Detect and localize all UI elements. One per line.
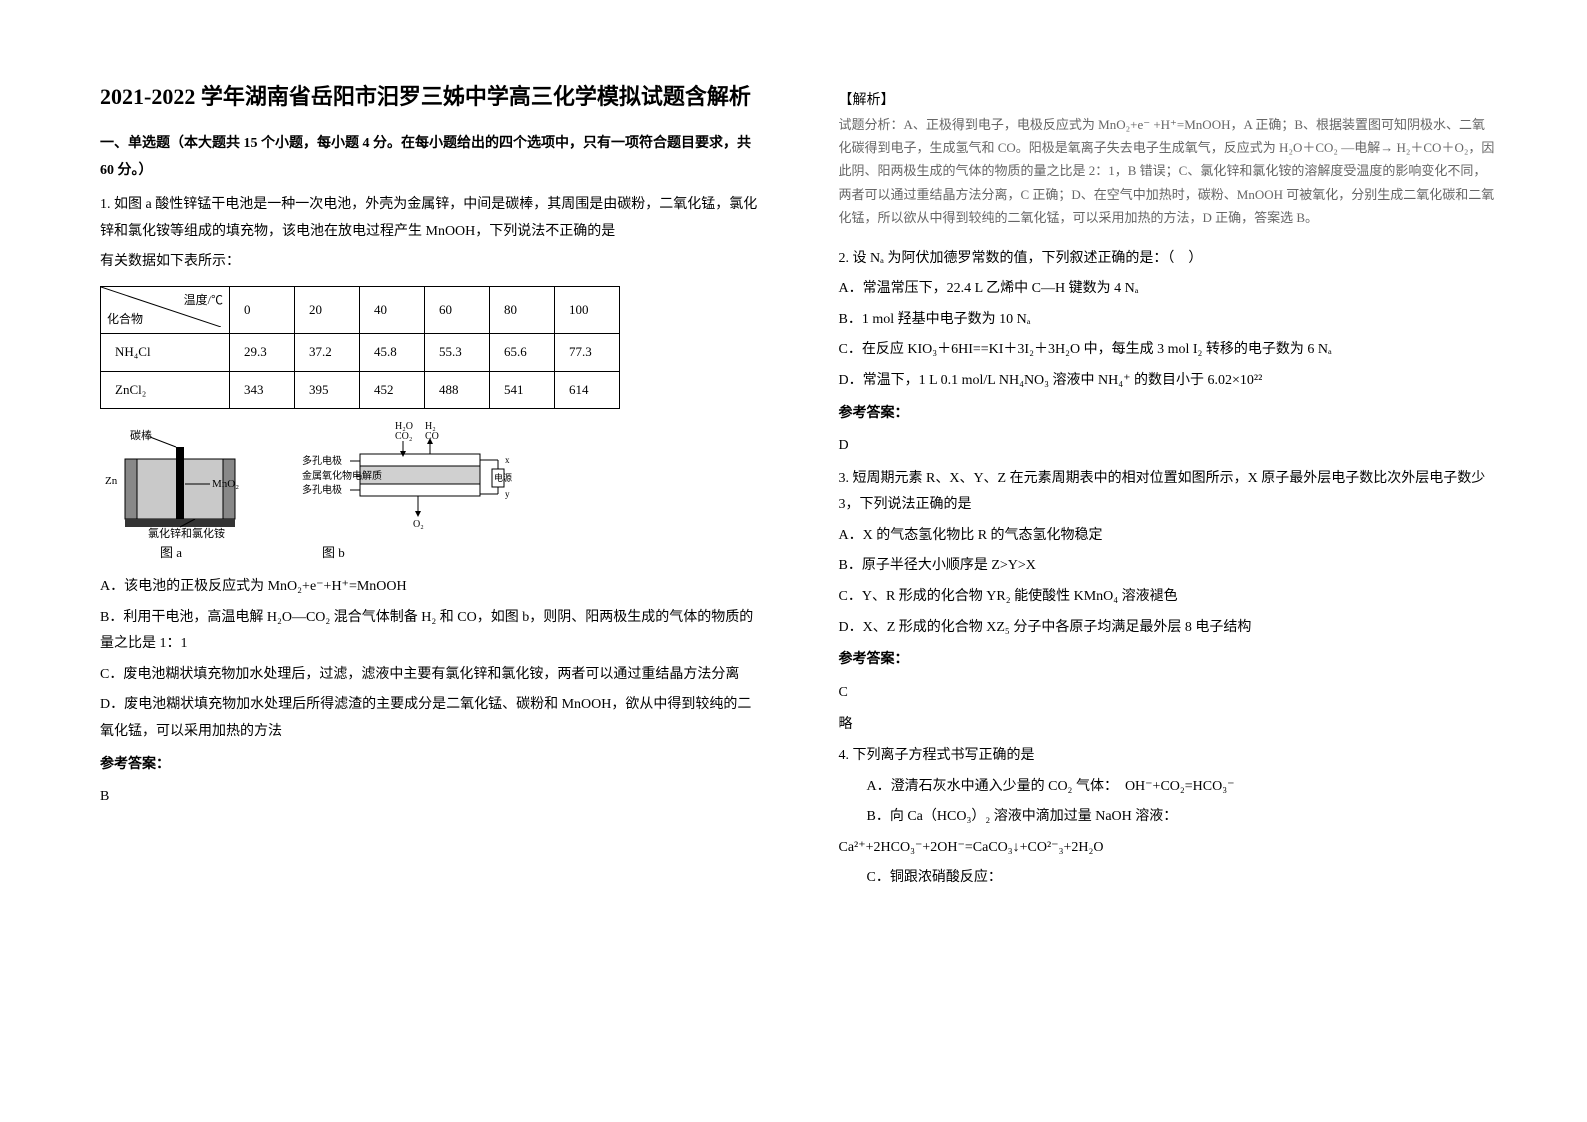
table-header-top: 温度/℃ — [184, 289, 223, 312]
svg-text:多孔电极: 多孔电极 — [302, 483, 342, 496]
fig-a-caption: 图 a — [160, 541, 182, 566]
q1-analysis: 试题分析：A、正极得到电子，电极反应式为 MnO₂+e⁻ +H⁺=MnOOH，A… — [839, 113, 1498, 230]
cell: 55.3 — [425, 333, 490, 371]
q3-opt-c: C．Y、R 形成的化合物 YR₂ 能使酸性 KMnO₄ 溶液褪色 — [839, 584, 1498, 611]
cell: 343 — [230, 371, 295, 409]
col-1: 20 — [295, 286, 360, 333]
svg-text:Zn: Zn — [105, 475, 118, 487]
q1-stem-1: 1. 如图 a 酸性锌锰干电池是一种一次电池，外壳为金属锌，中间是碳棒，其周围是… — [100, 192, 759, 245]
svg-text:金属氧化物电解质: 金属氧化物电解质 — [302, 469, 382, 482]
q4-opt-b-eq: Ca²⁺+2HCO₃⁻+2OH⁻=CaCO₃↓+CO²⁻₃+2H₂O — [839, 835, 1498, 862]
doc-title: 2021-2022 学年湖南省岳阳市汨罗三姊中学高三化学模拟试题含解析 — [100, 80, 759, 113]
svg-text:x: x — [505, 455, 510, 465]
cell: 614 — [555, 371, 620, 409]
svg-text:O₂: O₂ — [413, 519, 424, 530]
figure-a-battery-icon: 碳棒 Zn MnO₂ 氯化锌和氯化铵 — [100, 429, 270, 539]
q2-answer-label: 参考答案： — [839, 401, 1498, 428]
table-corner-cell: 温度/℃ 化合物 — [101, 286, 230, 333]
q1-answer: B — [100, 784, 759, 811]
q3-opt-a: A．X 的气态氢化物比 R 的气态氢化物稳定 — [839, 523, 1498, 550]
q3-opt-d: D．X、Z 形成的化合物 XZ₅ 分子中各原子均满足最外层 8 电子结构 — [839, 615, 1498, 642]
svg-text:电源: 电源 — [494, 472, 512, 483]
q3-omit: 略 — [839, 712, 1498, 739]
q4-opt-c: C．铜跟浓硝酸反应： — [839, 865, 1498, 892]
q3-answer-label: 参考答案： — [839, 647, 1498, 674]
svg-text:氯化锌和氯化铵: 氯化锌和氯化铵 — [148, 526, 225, 539]
q3-opt-b: B．原子半径大小顺序是 Z>Y>X — [839, 553, 1498, 580]
q1-opt-b: B．利用干电池，高温电解 H₂O—CO₂ 混合气体制备 H₂ 和 CO，如图 b… — [100, 605, 759, 658]
q3-answer: C — [839, 680, 1498, 707]
cell: 65.6 — [490, 333, 555, 371]
col-3: 60 — [425, 286, 490, 333]
cell: 488 — [425, 371, 490, 409]
svg-text:y: y — [505, 489, 510, 499]
col-2: 40 — [360, 286, 425, 333]
svg-text:碳棒: 碳棒 — [130, 429, 152, 442]
row0-label: NH₄Cl — [101, 333, 230, 371]
cell: 395 — [295, 371, 360, 409]
q2-opt-a: A．常温常压下，22.4 L 乙烯中 C—H 键数为 4 Nₐ — [839, 276, 1498, 303]
q2-stem: 2. 设 Nₐ 为阿伏加德罗常数的值，下列叙述正确的是：（ ） — [839, 246, 1498, 273]
q4-opt-b: B．向 Ca（HCO₃）₂ 溶液中滴加过量 NaOH 溶液： — [839, 804, 1498, 831]
q1-opt-c: C．废电池糊状填充物加水处理后，过滤，滤液中主要有氯化锌和氯化铵，两者可以通过重… — [100, 662, 759, 689]
col-4: 80 — [490, 286, 555, 333]
cell: 45.8 — [360, 333, 425, 371]
figure-b-electrolysis-icon: H₂O H₂ CO₂ CO 多孔电极 金属氧化物电解质 多孔电极 — [300, 419, 530, 539]
svg-text:CO: CO — [425, 431, 439, 442]
q4-opt-a: A．澄清石灰水中通入少量的 CO₂ 气体： OH⁻+CO₂=HCO₃⁻ — [839, 774, 1498, 801]
cell: 541 — [490, 371, 555, 409]
q1-stem-2: 有关数据如下表所示： — [100, 249, 759, 276]
q2-opt-c: C．在反应 KIO₃＋6HI==KI＋3I₂＋3H₂O 中，每生成 3 mol … — [839, 337, 1498, 364]
q1-opt-d: D．废电池糊状填充物加水处理后所得滤渣的主要成分是二氧化锰、碳粉和 MnOOH，… — [100, 692, 759, 745]
svg-text:多孔电极: 多孔电极 — [302, 454, 342, 467]
table-header-bottom: 化合物 — [107, 308, 143, 331]
section-heading: 一、单选题（本大题共 15 个小题，每小题 4 分。在每小题给出的四个选项中，只… — [100, 131, 759, 184]
col-5: 100 — [555, 286, 620, 333]
solubility-table: 温度/℃ 化合物 0 20 40 60 80 100 NH₄Cl 29.3 37… — [100, 286, 620, 409]
table-row: NH₄Cl 29.3 37.2 45.8 55.3 65.6 77.3 — [101, 333, 620, 371]
q4-stem: 4. 下列离子方程式书写正确的是 — [839, 743, 1498, 770]
q2-opt-d: D．常温下，1 L 0.1 mol/L NH₄NO₃ 溶液中 NH₄⁺ 的数目小… — [839, 368, 1498, 395]
q1-analysis-label: 【解析】 — [839, 86, 1498, 113]
cell: 29.3 — [230, 333, 295, 371]
q3-stem: 3. 短周期元素 R、X、Y、Z 在元素周期表中的相对位置如图所示，X 原子最外… — [839, 466, 1498, 519]
q2-opt-b: B．1 mol 羟基中电子数为 10 Nₐ — [839, 307, 1498, 334]
cell: 452 — [360, 371, 425, 409]
cell: 77.3 — [555, 333, 620, 371]
table-row: ZnCl₂ 343 395 452 488 541 614 — [101, 371, 620, 409]
fig-b-caption: 图 b — [322, 541, 345, 566]
cell: 37.2 — [295, 333, 360, 371]
q1-answer-label: 参考答案： — [100, 752, 759, 779]
col-0: 0 — [230, 286, 295, 333]
svg-text:CO₂: CO₂ — [395, 431, 412, 442]
svg-text:MnO₂: MnO₂ — [212, 478, 239, 490]
row1-label: ZnCl₂ — [101, 371, 230, 409]
q2-answer: D — [839, 433, 1498, 460]
q1-opt-a: A．该电池的正极反应式为 MnO₂+e⁻+H⁺=MnOOH — [100, 574, 759, 601]
